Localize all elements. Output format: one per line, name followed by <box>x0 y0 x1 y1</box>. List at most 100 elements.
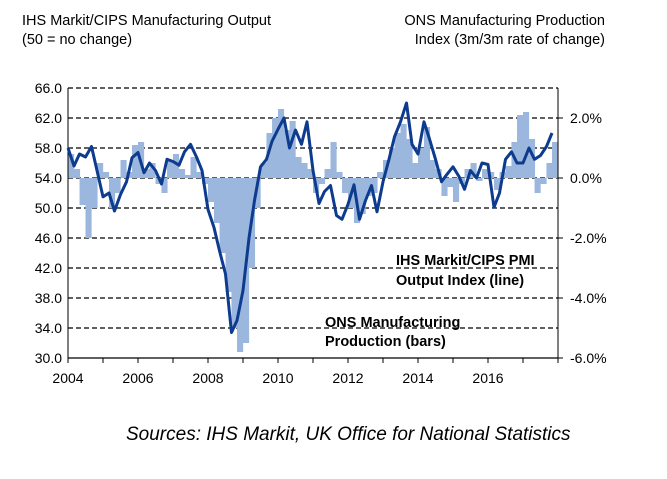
production-bar <box>365 178 372 196</box>
production-bar <box>254 178 261 208</box>
production-bar <box>534 178 541 193</box>
production-bar <box>237 178 244 352</box>
production-bar <box>301 163 308 178</box>
production-bar <box>120 160 127 178</box>
right-tick-label: -6.0% <box>570 350 607 366</box>
production-bar <box>307 169 314 178</box>
production-bar <box>219 178 226 253</box>
x-tick-label: 2006 <box>122 370 153 386</box>
left-tick-label: 58.0 <box>35 140 62 156</box>
left-tick-label: 38.0 <box>35 290 62 306</box>
production-bar <box>552 142 559 178</box>
gridlines <box>68 87 558 329</box>
production-bar <box>342 178 349 193</box>
production-bar <box>528 139 536 178</box>
production-bar <box>371 178 378 193</box>
x-tick-label: 2010 <box>262 370 293 386</box>
axes <box>67 88 563 363</box>
line-label-1: IHS Markit/CIPS PMI <box>396 253 535 269</box>
production-bar <box>68 154 75 178</box>
production-bar <box>388 148 396 178</box>
right-axis-title: ONS Manufacturing Production Index (3m/3… <box>404 12 605 50</box>
source-note: Sources: IHS Markit, UK Office for Natio… <box>126 424 571 445</box>
production-bar <box>278 109 285 178</box>
production-bar <box>464 169 471 178</box>
production-bar <box>400 124 407 178</box>
bar-label-2: Production (bars) <box>325 334 446 350</box>
annotations: IHS Markit/CIPS PMI Output Index (line) … <box>325 253 535 350</box>
production-bar <box>103 172 110 178</box>
production-bar <box>85 178 92 238</box>
production-bar <box>324 169 331 178</box>
production-bar <box>406 139 413 178</box>
production-bar <box>283 130 291 178</box>
left-tick-label: 34.0 <box>35 320 62 336</box>
production-bar <box>91 178 98 208</box>
production-bar <box>149 163 156 178</box>
production-bar <box>318 178 326 184</box>
right-axis-title-line1: ONS Manufacturing Production <box>404 13 605 29</box>
production-bar <box>208 178 215 202</box>
tick-labels: 30.0 34.0 38.0 42.0 46.0 50.0 54.0 58.0 62.0 66.0… <box>35 80 607 386</box>
x-tick-label: 2012 <box>332 370 363 386</box>
production-bar <box>493 178 501 190</box>
production-bar <box>97 163 104 178</box>
bar-label-1: ONS Manufacturing <box>325 315 460 331</box>
production-bar <box>196 172 203 178</box>
x-tick-label: 2016 <box>472 370 503 386</box>
production-bar <box>488 172 495 178</box>
production-bar <box>143 169 151 178</box>
production-bar <box>213 178 221 223</box>
production-bar <box>359 178 366 214</box>
production-bar <box>546 163 553 178</box>
x-tick-label: 2014 <box>402 370 433 386</box>
production-bar <box>225 178 232 292</box>
production-bar <box>505 166 512 178</box>
production-bar <box>272 118 279 178</box>
left-tick-label: 54.0 <box>35 170 62 186</box>
production-bar <box>447 178 454 187</box>
right-tick-label: 2.0% <box>570 110 602 126</box>
production-bar <box>184 175 191 178</box>
production-bar <box>441 178 448 196</box>
production-bar <box>412 163 419 178</box>
production-bar <box>289 121 296 178</box>
production-bar <box>336 172 343 178</box>
line-label-2: Output Index (line) <box>396 273 524 289</box>
production-bar <box>418 148 425 178</box>
production-bar <box>394 133 401 178</box>
left-tick-label: 42.0 <box>35 260 62 276</box>
left-tick-label: 30.0 <box>35 350 62 366</box>
production-bar <box>79 178 86 205</box>
pmi-series-line <box>66 101 554 334</box>
production-bar <box>517 115 524 178</box>
production-bar <box>161 178 168 193</box>
production-bar <box>73 169 81 178</box>
right-axis-title-line2: Index (3m/3m rate of change) <box>414 32 605 48</box>
production-bar <box>470 163 477 178</box>
x-tick-label: 2008 <box>192 370 223 386</box>
production-bar <box>482 169 489 178</box>
production-bar <box>178 169 186 178</box>
left-tick-label: 50.0 <box>35 200 62 216</box>
production-bar <box>114 178 121 193</box>
production-bar <box>453 178 460 202</box>
left-axis-title: IHS Markit/CIPS Manufacturing Output (50… <box>22 12 271 50</box>
production-bars <box>68 109 559 352</box>
production-bar <box>108 178 116 208</box>
left-tick-label: 66.0 <box>35 80 62 96</box>
production-bar <box>260 163 267 178</box>
left-tick-label: 46.0 <box>35 230 62 246</box>
left-axis-title-line1: IHS Markit/CIPS Manufacturing Output <box>22 13 272 29</box>
production-bar <box>540 178 547 184</box>
production-bar <box>231 178 238 328</box>
production-bar <box>476 178 483 181</box>
production-bar <box>377 172 384 178</box>
production-bar <box>429 160 436 178</box>
left-tick-label: 62.0 <box>35 110 62 126</box>
production-bar <box>167 160 174 178</box>
left-axis-title-line2: (50 = no change) <box>22 32 133 48</box>
right-tick-label: -4.0% <box>570 290 607 306</box>
production-bar <box>173 154 180 178</box>
production-bar <box>330 142 337 178</box>
